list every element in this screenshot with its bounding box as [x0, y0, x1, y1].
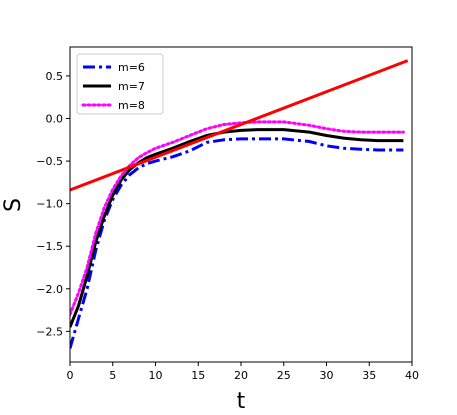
x-tick-label: 5 — [109, 369, 116, 382]
y-tick-label: −2.0 — [36, 283, 63, 296]
y-axis-label: S — [1, 198, 26, 212]
x-axis: 0 5 10 15 20 25 30 35 40 — [67, 362, 419, 382]
x-tick-label: 20 — [234, 369, 248, 382]
legend-label: m=6 — [118, 61, 145, 74]
y-tick-label: 0.5 — [46, 70, 64, 83]
y-tick-label: −1.0 — [36, 198, 63, 211]
x-tick-label: 25 — [277, 369, 291, 382]
y-tick-label: −0.5 — [36, 155, 63, 168]
y-tick-label: −2.5 — [36, 325, 63, 338]
x-tick-label: 40 — [405, 369, 419, 382]
y-tick-label: 0.0 — [46, 113, 64, 126]
x-tick-label: 10 — [149, 369, 163, 382]
legend: m=6 m=7 m=8 — [76, 53, 164, 115]
legend-box — [76, 53, 164, 115]
y-tick-label: −1.5 — [36, 240, 63, 253]
y-axis: −2.5 −2.0 −1.5 −1.0 −0.5 0.0 0.5 — [36, 70, 70, 338]
legend-label: m=8 — [118, 99, 145, 112]
x-tick-label: 35 — [362, 369, 376, 382]
series-layer — [70, 59, 409, 349]
series-line-m8 — [70, 120, 405, 316]
x-tick-label: 15 — [191, 369, 205, 382]
x-tick-label: 0 — [67, 369, 74, 382]
x-axis-label: t — [237, 389, 246, 414]
series-line-m7 — [70, 128, 404, 328]
reference-line — [70, 59, 409, 192]
x-tick-label: 30 — [320, 369, 334, 382]
legend-label: m=7 — [118, 80, 145, 93]
